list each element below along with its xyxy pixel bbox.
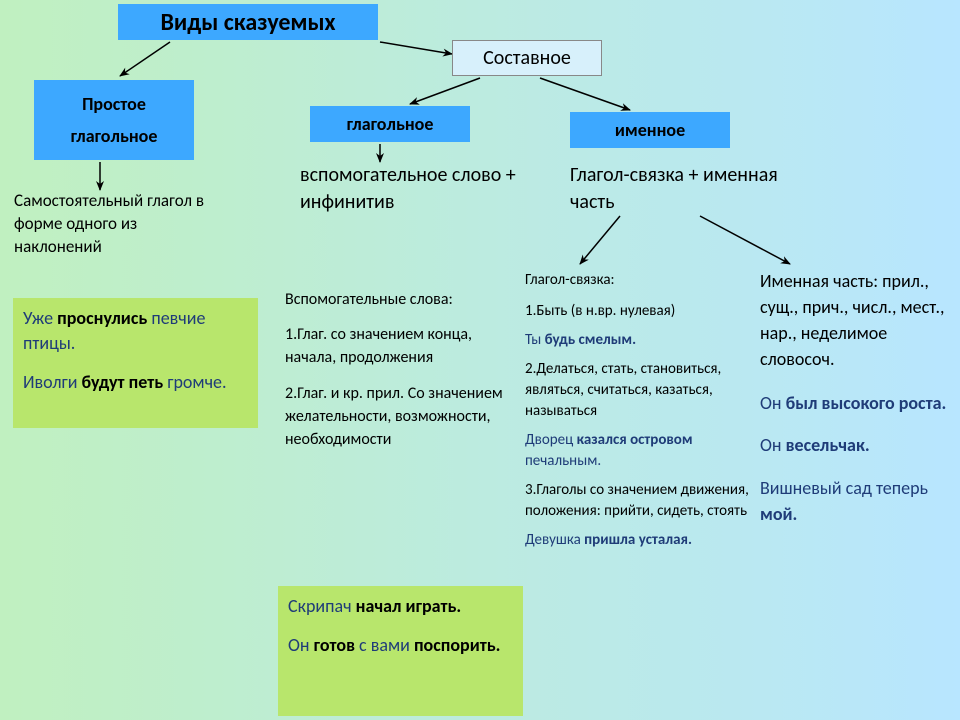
example-line: Иволги будут петь громче. [23,370,248,395]
node-compound-verbal-label: глагольное [347,113,434,135]
arrow [120,42,170,76]
definition-nominal: Глагол-связка + именная часть [570,162,790,216]
nominal-example: Он был высокого роста. [760,390,955,416]
nominal-example: Вишневый сад теперь мой. [760,475,955,527]
arrow [410,78,480,104]
copula-heading: Глагол-связка: [525,270,750,291]
aux-words-item: 1.Глаг. со значением конца, начала, прод… [285,323,510,369]
diagram-title: Виды сказуемых [118,4,378,40]
copula-item: Ты будь смелым. [525,330,750,351]
node-compound: Составное [452,40,602,76]
auxiliary-words: Вспомогательные слова: 1.Глаг. со значени… [285,288,510,463]
node-simple-line2: глагольное [71,125,158,147]
aux-words-heading: Вспомогательные слова: [285,288,510,311]
definition-verbal: вспомогательное слово + инфинитив [300,162,520,216]
node-compound-label: Составное [483,46,571,70]
diagram-stage: Виды сказуемых Составное Простое глаголь… [0,0,960,720]
copula-item: Дворец казался островом печальным. [525,430,750,472]
definition-verbal-text: вспомогательное слово + инфинитив [300,163,516,214]
node-simple-line1: Простое [71,93,158,115]
example-line: Он готов с вами поспорить. [288,633,513,658]
examples-simple: Уже проснулись певчие птицы. Иволги будут… [13,298,258,428]
diagram-title-text: Виды сказуемых [160,8,335,37]
nominal-part-heading: Именная часть: прил., сущ., прич., числ.… [760,268,955,372]
copula-block: Глагол-связка: 1.Быть (в н.вр. нулевая) Ты… [525,270,750,559]
definition-simple: Самостоятельный глагол в форме одного из… [14,190,214,259]
node-simple-verbal: Простое глагольное [34,80,194,160]
definition-nominal-text: Глагол-связка + именная часть [570,163,778,214]
arrow [700,216,790,264]
copula-item: 3.Глаголы со значением движения, положен… [525,480,750,522]
node-compound-nominal: именное [570,112,730,148]
copula-item: 1.Быть (в н.вр. нулевая) [525,301,750,322]
copula-item: Девушка пришла усталая. [525,530,750,551]
node-compound-nominal-label: именное [615,119,685,141]
definition-simple-text: Самостоятельный глагол в форме одного из… [14,190,204,257]
aux-words-item: 2.Глаг. и кр. прил. Со значением желател… [285,382,510,452]
example-line: Скрипач начал играть. [288,594,513,619]
node-compound-verbal: глагольное [310,106,470,142]
copula-item: 2.Делаться, стать, становиться, являться… [525,359,750,422]
arrow [580,216,620,264]
example-line: Уже проснулись певчие птицы. [23,306,248,356]
nominal-part-block: Именная часть: прил., сущ., прич., числ.… [760,268,955,543]
arrow [380,42,452,54]
nominal-example: Он весельчак. [760,432,955,458]
examples-verbal: Скрипач начал играть. Он готов с вами пос… [278,586,523,716]
arrow [540,78,630,110]
